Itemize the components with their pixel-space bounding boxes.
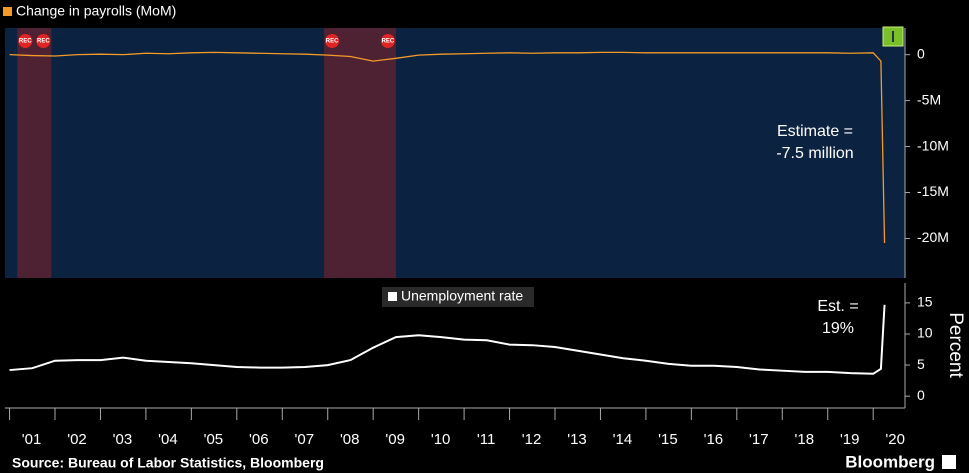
x-tick-label: '12 [522, 431, 542, 448]
legend-swatch [3, 7, 12, 16]
y-tick-label: 10 [917, 325, 933, 341]
x-tick-label: '03 [113, 431, 133, 448]
annotation: 19% [822, 320, 854, 337]
recession-label: REC [37, 39, 50, 45]
brand-icon [942, 455, 956, 469]
x-tick-label: '02 [67, 431, 87, 448]
x-tick-label: '17 [749, 431, 769, 448]
x-tick-label: '09 [385, 431, 405, 448]
legend-label: Unemployment rate [401, 288, 523, 304]
y-tick-label: 0 [917, 387, 925, 403]
brand: Bloomberg [845, 452, 935, 471]
y-tick-label: 0 [917, 45, 925, 61]
recession-band [17, 28, 52, 278]
recession-icon [380, 34, 395, 48]
x-tick-label: '01 [22, 431, 42, 448]
x-tick-label: '06 [249, 431, 269, 448]
legend-label: Change in payrolls (MoM) [16, 3, 176, 19]
y-tick-label: -10M [917, 137, 949, 153]
recession-label: REC [19, 39, 32, 45]
y-tick-label: -20M [917, 229, 949, 245]
y-tick-label: 15 [917, 294, 933, 310]
x-tick-label: '16 [704, 431, 724, 448]
x-tick-label: '11 [477, 431, 495, 448]
annotation: -7.5 million [776, 145, 853, 162]
series-line [9, 304, 886, 375]
x-tick-label: '08 [340, 431, 360, 448]
series-line [9, 51, 886, 244]
recession-icon [36, 34, 51, 48]
x-tick-label: '20 [885, 431, 905, 448]
x-tick-label: '13 [567, 431, 587, 448]
annotation: Estimate = [777, 123, 853, 140]
recession-icon [18, 34, 33, 48]
x-tick-label: '19 [840, 431, 860, 448]
recession-icon [325, 34, 340, 48]
y-tick-label: -5M [917, 91, 941, 107]
recession-label: REC [382, 39, 395, 45]
recession-band [324, 28, 396, 278]
recession-label: REC [326, 39, 339, 45]
y-tick-label: -15M [917, 183, 949, 199]
x-tick-label: '14 [613, 431, 633, 448]
top-panel [5, 28, 905, 278]
annotation: Est. = [817, 298, 858, 315]
y-axis-title: Percent [945, 312, 966, 378]
x-tick-label: '07 [294, 431, 314, 448]
source: Source: Bureau of Labor Statistics, Bloo… [12, 455, 324, 471]
y-tick-label: 5 [917, 356, 925, 372]
legend-box [382, 287, 534, 307]
x-tick-label: '04 [158, 431, 178, 448]
x-tick-label: '15 [658, 431, 678, 448]
x-tick-label: '18 [794, 431, 814, 448]
legend-swatch [388, 292, 397, 301]
x-tick-label: '10 [431, 431, 451, 448]
x-tick-label: '05 [204, 431, 224, 448]
